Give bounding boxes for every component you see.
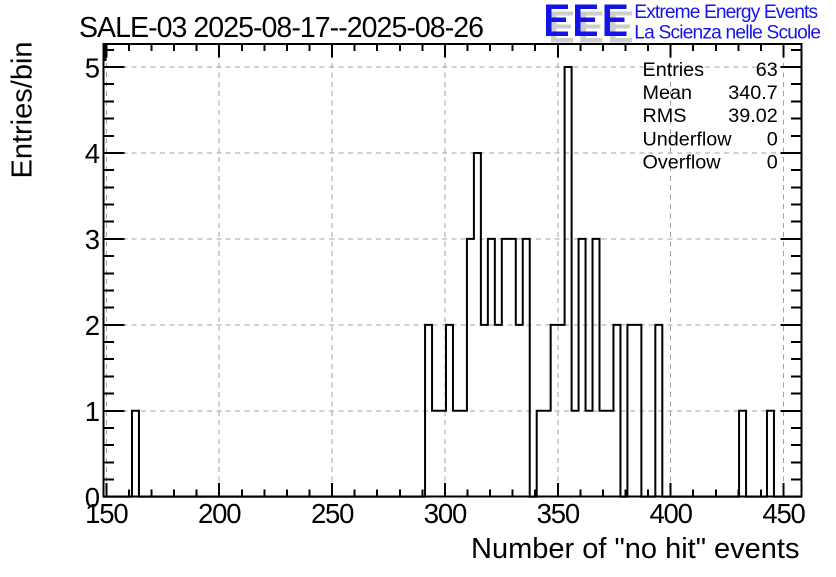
svg-text:1: 1 — [85, 396, 100, 427]
svg-text:300: 300 — [424, 498, 467, 529]
svg-text:Mean: Mean — [643, 82, 692, 104]
svg-text:RMS: RMS — [643, 105, 687, 127]
svg-text:SALE-03 2025-08-17--2025-08-26: SALE-03 2025-08-17--2025-08-26 — [79, 12, 483, 44]
svg-text:450: 450 — [762, 498, 805, 529]
svg-text:400: 400 — [649, 498, 692, 529]
svg-text:63: 63 — [756, 59, 778, 81]
svg-text:Number of "no hit" events: Number of "no hit" events — [471, 533, 799, 565]
svg-text:39.02: 39.02 — [728, 105, 778, 127]
svg-text:5: 5 — [85, 52, 100, 83]
svg-text:4: 4 — [85, 138, 100, 169]
svg-text:0: 0 — [767, 128, 778, 150]
svg-text:0: 0 — [767, 152, 778, 174]
svg-text:3: 3 — [85, 224, 100, 255]
svg-text:Extreme Energy Events: Extreme Energy Events — [634, 2, 817, 23]
svg-text:0: 0 — [85, 482, 100, 513]
svg-text:2: 2 — [85, 310, 100, 341]
svg-text:340.7: 340.7 — [728, 82, 778, 104]
svg-text:Overflow: Overflow — [643, 152, 722, 174]
svg-text:La Scienza nelle Scuole: La Scienza nelle Scuole — [634, 22, 820, 43]
svg-text:250: 250 — [311, 498, 354, 529]
svg-text:Entries/bin: Entries/bin — [7, 41, 39, 178]
svg-text:Underflow: Underflow — [643, 128, 733, 150]
svg-text:150: 150 — [85, 498, 128, 529]
svg-text:350: 350 — [537, 498, 580, 529]
svg-text:Entries: Entries — [643, 59, 705, 81]
svg-text:200: 200 — [198, 498, 241, 529]
